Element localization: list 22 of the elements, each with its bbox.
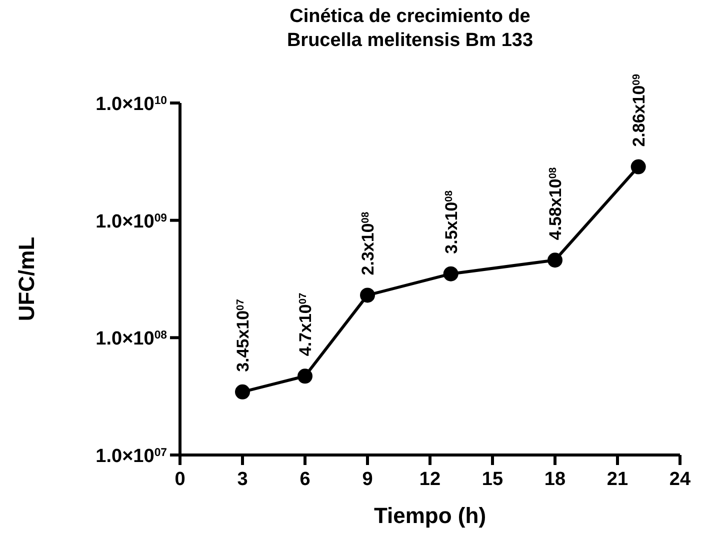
x-tick-label: 18 xyxy=(544,469,566,490)
y-tick-label: 1.0×10$^{09}$ xyxy=(96,211,167,232)
x-tick-label: 0 xyxy=(174,469,186,490)
x-tick-label: 9 xyxy=(362,469,373,490)
x-tick-label: 3 xyxy=(237,469,248,490)
point xyxy=(548,252,562,268)
x-tick-label: 6 xyxy=(300,469,310,490)
point xyxy=(630,159,646,174)
point xyxy=(298,368,312,384)
point xyxy=(360,288,375,303)
x-tick-label: 15 xyxy=(482,469,504,490)
chart-title: Cinética de crecimiento de Brucella melitensis Bm 133 xyxy=(286,6,534,51)
x-tick-label: 24 xyxy=(669,469,691,490)
y-tick-label: 1.0×10$^{08}$ xyxy=(96,328,167,350)
x-tick-label: 12 xyxy=(419,469,441,490)
point xyxy=(443,266,458,282)
y-tick-label: 1.0×10$^{07}$ xyxy=(96,446,167,467)
y-axis-title: UFC/mL xyxy=(14,236,39,322)
y-tick-label: 1.0×10$^{10}$ xyxy=(96,94,167,115)
x-tick-label: 21 xyxy=(606,469,628,490)
x-axis-title: Tiempo (h) xyxy=(374,503,486,528)
point xyxy=(235,384,250,400)
